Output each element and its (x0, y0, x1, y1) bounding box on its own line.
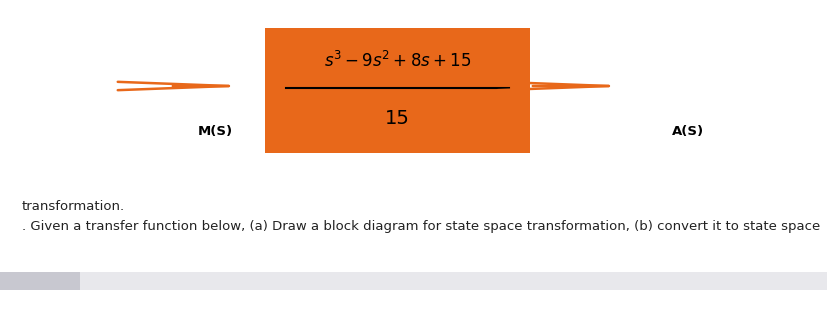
Bar (0, 272, 80, 290)
Bar (0, 272, 827, 290)
Bar (265, 28, 529, 153)
Text: . Given a transfer function below, (a) Draw a block diagram for state space tran: . Given a transfer function below, (a) D… (22, 220, 820, 233)
Text: transformation.: transformation. (22, 200, 125, 213)
Text: M(S): M(S) (197, 125, 232, 137)
Text: $s^3 - 9s^2 + 8s + 15$: $s^3 - 9s^2 + 8s + 15$ (323, 51, 471, 71)
Text: A(S): A(S) (672, 125, 703, 137)
Text: 15: 15 (385, 109, 409, 128)
